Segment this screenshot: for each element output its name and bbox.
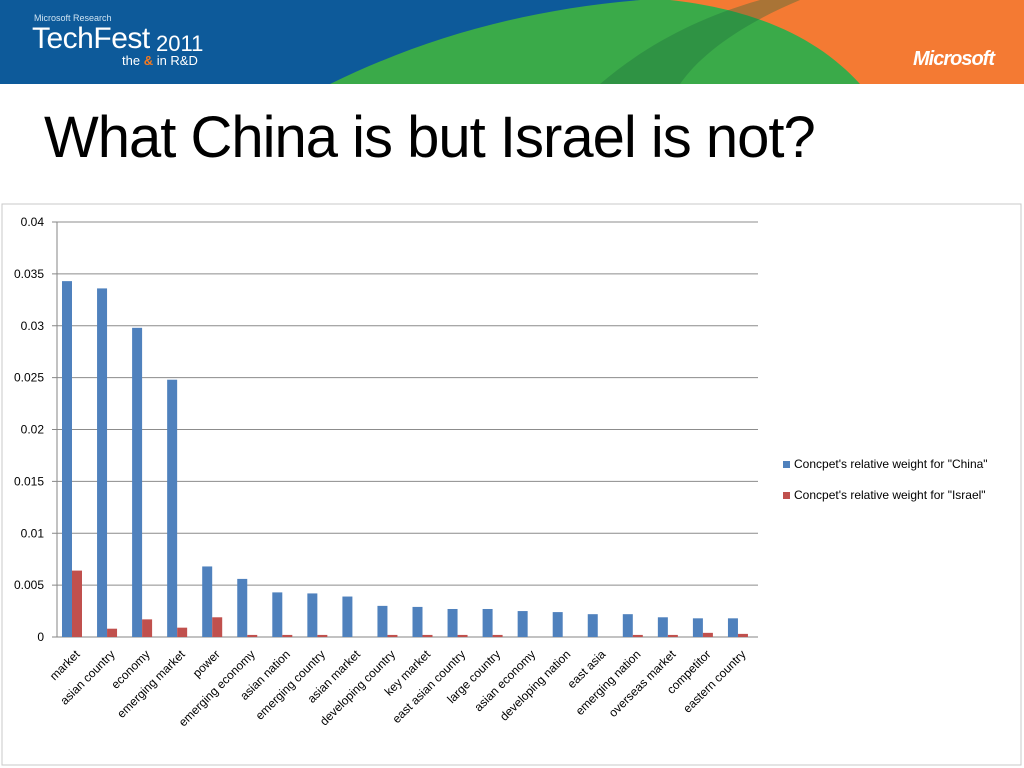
bar-israel	[422, 634, 433, 637]
bar-china	[552, 612, 563, 637]
bar-israel	[142, 619, 153, 637]
slide-title: What China is but Israel is not?	[44, 105, 816, 170]
bar-israel	[492, 634, 503, 637]
microsoft-logo: Microsoft	[913, 48, 995, 70]
y-tick-label: 0.035	[14, 267, 44, 281]
techfest-tagline: the & in R&D	[122, 53, 198, 68]
bar-china	[412, 606, 423, 637]
bar-china	[97, 288, 108, 637]
banner-green-band	[330, 0, 900, 84]
bar-israel	[247, 634, 258, 637]
legend-label-israel: Concpet's relative weight for "Israel"	[794, 488, 986, 502]
bar-china	[622, 614, 633, 637]
techfest-logo: TechFest	[32, 22, 150, 55]
techfest-year: 2011	[156, 31, 204, 56]
bar-china	[342, 596, 353, 637]
bar-israel	[667, 634, 678, 637]
chart-legend: Concpet's relative weight for "China" Con…	[783, 457, 988, 502]
bar-china	[202, 566, 213, 637]
y-tick-label: 0.025	[14, 371, 44, 385]
bar-israel	[457, 634, 468, 637]
tagline-ampersand: &	[143, 53, 154, 68]
bar-israel	[72, 570, 82, 637]
y-axis: 0 0.005 0.01 0.015 0.02 0.025 0.03 0.035 0.04	[14, 215, 58, 644]
bar-china	[447, 608, 458, 637]
banner-orange-band	[670, 0, 1024, 84]
bar-china	[307, 593, 318, 637]
bar-china	[167, 379, 178, 637]
bar-israel	[282, 634, 293, 637]
y-tick-label: 0	[37, 630, 44, 644]
bar-israel	[632, 634, 643, 637]
banner-graphic	[0, 0, 1024, 84]
bar-israel	[737, 633, 748, 637]
bar-israel	[177, 627, 188, 637]
bar-china	[657, 617, 668, 637]
bar-chart: 0 0.005 0.01 0.015 0.02 0.025 0.03 0.035 0.04 ma…	[0, 203, 1024, 768]
legend-swatch-israel	[783, 492, 790, 499]
y-tick-label: 0.04	[21, 215, 45, 229]
bar-israel	[212, 617, 223, 637]
tagline-post: in R&D	[153, 53, 198, 68]
bar-group	[62, 281, 748, 637]
bar-china	[132, 327, 143, 637]
bar-china	[482, 608, 493, 637]
bar-china	[517, 611, 528, 637]
tagline-pre: the	[122, 53, 144, 68]
y-tick-label: 0.015	[14, 474, 44, 488]
bar-china	[692, 618, 703, 637]
y-tick-label: 0.01	[21, 526, 45, 540]
bar-israel	[107, 628, 118, 637]
bar-israel	[702, 632, 713, 637]
bar-china	[727, 618, 738, 637]
bar-china	[237, 578, 248, 637]
y-tick-label: 0.02	[21, 423, 45, 437]
y-tick-label: 0.03	[21, 319, 45, 333]
research-label: Microsoft Research	[34, 13, 112, 23]
bar-israel	[317, 634, 328, 637]
bar-china	[377, 605, 388, 637]
header-banner: Microsoft Research TechFest 2011 the & i…	[0, 0, 1024, 84]
y-tick-label: 0.005	[14, 578, 44, 592]
bar-israel	[387, 634, 398, 637]
legend-swatch-china	[783, 461, 790, 468]
bar-china	[587, 614, 598, 637]
legend-label-china: Concpet's relative weight for "China"	[794, 457, 988, 471]
bar-china	[62, 281, 72, 637]
bar-china	[272, 592, 283, 637]
banner-shade	[600, 0, 800, 84]
